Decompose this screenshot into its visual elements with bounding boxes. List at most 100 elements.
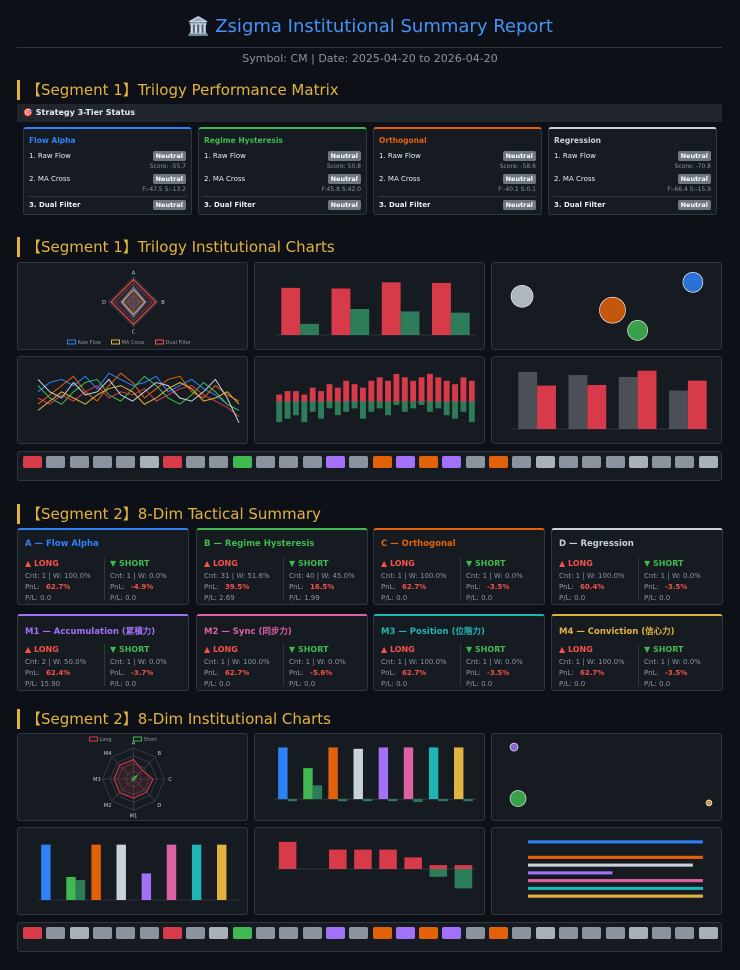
chart xyxy=(275,282,476,336)
score-text: Score: -55.7 xyxy=(149,163,186,170)
fs-text: F:45.8 S:42.0 xyxy=(321,186,361,193)
bar xyxy=(429,865,448,869)
bar xyxy=(293,401,299,416)
row-label: 3. Dual Filter xyxy=(379,201,431,209)
strip-box xyxy=(279,927,299,939)
strip-box xyxy=(582,456,602,468)
tactical-card: C — Orthogonal ▲ LONG Cnt: 1 | W: 100.0% Pn… xyxy=(373,528,545,605)
count-text: Cnt: 1 | W: 100.0% xyxy=(559,572,625,580)
bar xyxy=(284,391,291,402)
card-title: M1 — Accumulation (累積力) xyxy=(25,627,156,637)
bar xyxy=(376,401,383,409)
strip-box xyxy=(23,927,42,939)
axis-label: A xyxy=(132,740,136,746)
bar xyxy=(418,377,425,402)
pnl-label: PnL: xyxy=(289,583,304,591)
pnl-value: -3.5% xyxy=(487,669,510,677)
status-card: Regression 1. Raw Flow Neutral 2. MA Cross N… xyxy=(548,127,717,215)
bubble xyxy=(682,271,704,293)
legend-label: Short xyxy=(144,737,157,743)
count-text: Cnt: 31 | W: 51.6% xyxy=(204,572,270,580)
card-title: M2 — Sync (同步力) xyxy=(204,627,292,637)
pnl-label: PnL: xyxy=(289,669,304,677)
pnl-label: PnL: xyxy=(204,583,219,591)
radar-series xyxy=(110,278,157,326)
chart-panel xyxy=(254,827,485,915)
chart xyxy=(37,372,240,424)
axis-label: A xyxy=(132,271,136,277)
score-text: Score: -70.8 xyxy=(674,163,711,170)
pl-text: P/L: 0.0 xyxy=(25,594,52,602)
pl-text: P/L: 0.0 xyxy=(466,680,493,688)
bar xyxy=(75,880,86,900)
status-badge: Neutral xyxy=(677,200,711,210)
long-label: ▲ LONG xyxy=(381,645,415,654)
pnl-label: PnL: xyxy=(381,669,396,677)
strip-box xyxy=(605,927,625,939)
fs-text: F:-66.4 S:-15.9 xyxy=(667,186,711,193)
divider xyxy=(203,196,362,197)
bar xyxy=(326,384,333,402)
status-badge: Neutral xyxy=(677,151,711,161)
strip-box xyxy=(675,927,695,939)
pnl-label: PnL: xyxy=(559,669,574,677)
strip-box xyxy=(512,456,532,468)
bar xyxy=(385,380,391,402)
status-badge: Neutral xyxy=(152,151,186,161)
bar xyxy=(460,401,467,412)
pl-text: P/L: 0.0 xyxy=(381,680,408,688)
card-title: M3 — Position (位階力) xyxy=(381,627,485,637)
strip-box xyxy=(395,456,415,468)
column-divider xyxy=(638,644,639,686)
row-label: 1. Raw Flow xyxy=(29,152,71,160)
bar xyxy=(309,387,316,402)
chart xyxy=(510,271,704,341)
card-title: Orthogonal xyxy=(379,136,427,145)
strip-box xyxy=(139,927,159,939)
strip-box xyxy=(605,456,625,468)
chart xyxy=(38,844,239,901)
status-card: Orthogonal 1. Raw Flow Neutral 2. MA Cross N… xyxy=(373,127,542,215)
bar xyxy=(404,857,422,869)
bar xyxy=(454,865,473,869)
count-text: Cnt: 1 | W: 100.0% xyxy=(204,658,270,666)
strip-box xyxy=(419,927,439,939)
pnl-label: PnL: xyxy=(559,583,574,591)
long-label: ▲ LONG xyxy=(25,559,59,568)
bubble xyxy=(705,799,713,807)
count-text: Cnt: 1 | W: 0.0% xyxy=(110,572,167,580)
status-badge: Neutral xyxy=(502,174,536,184)
report-subtitle: Symbol: CM | Date: 2025-04-20 to 2026-04… xyxy=(242,52,498,65)
bar xyxy=(328,747,338,800)
strip-box xyxy=(232,456,252,468)
bar xyxy=(141,873,152,900)
status-badge: Neutral xyxy=(327,151,361,161)
card-title: B — Regime Hysteresis xyxy=(204,539,315,549)
pl-text: P/L: 0.0 xyxy=(559,680,586,688)
row-label: 1. Raw Flow xyxy=(379,152,421,160)
bar xyxy=(443,401,450,416)
axis-label: M3 xyxy=(93,777,101,783)
bar xyxy=(410,380,417,402)
legend-swatch xyxy=(111,339,120,345)
strip-box xyxy=(558,927,578,939)
count-text: Cnt: 2 | W: 50.0% xyxy=(25,658,87,666)
bar xyxy=(388,799,398,802)
strip-box xyxy=(325,456,345,468)
strip-box xyxy=(186,927,206,939)
column-divider xyxy=(638,558,639,600)
bar xyxy=(400,311,420,335)
bar xyxy=(379,849,397,869)
pnl-value: -3.5% xyxy=(665,583,688,591)
bar xyxy=(312,785,323,800)
pl-text: P/L: 15.90 xyxy=(25,680,61,688)
pnl-label: PnL: xyxy=(25,669,40,677)
count-text: Cnt: 1 | W: 0.0% xyxy=(466,658,523,666)
segment-heading: 【Segment 1】Trilogy Performance Matrix xyxy=(17,80,339,100)
row-label: 2. MA Cross xyxy=(29,175,71,183)
card-title: A — Flow Alpha xyxy=(25,539,99,549)
strip-box xyxy=(23,456,42,468)
bar xyxy=(528,855,703,859)
status-badge: Neutral xyxy=(152,200,186,210)
strip-box xyxy=(232,927,252,939)
